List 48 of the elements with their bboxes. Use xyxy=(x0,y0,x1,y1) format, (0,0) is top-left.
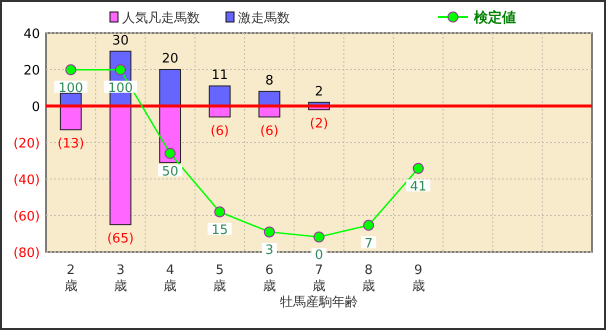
data-label: (2) xyxy=(310,116,328,132)
x-axis-title: 牡馬産駒年齢 xyxy=(280,294,358,310)
data-label: 41 xyxy=(410,179,427,194)
data-label: 3 xyxy=(265,242,274,258)
y-tick-label: 0 xyxy=(32,100,40,115)
x-tick-label: 5歳 xyxy=(213,263,226,294)
point xyxy=(65,64,76,76)
data-label: 15 xyxy=(211,222,228,238)
data-label: (6) xyxy=(210,124,229,139)
data-label: 100 xyxy=(58,80,84,96)
point xyxy=(164,148,176,159)
data-label: 2 xyxy=(314,84,324,100)
y-tick-label: (80) xyxy=(13,246,40,261)
legend-label: 人気凡走馬数 xyxy=(122,11,200,26)
data-label: 7 xyxy=(364,236,373,252)
bar xyxy=(60,106,82,130)
x-tick-label: 3歳 xyxy=(114,263,127,294)
legend-label: 激走馬数 xyxy=(238,11,290,26)
point xyxy=(264,226,275,238)
data-label: 11 xyxy=(211,68,228,83)
point xyxy=(412,162,424,174)
data-label: (13) xyxy=(57,136,84,152)
point xyxy=(363,220,374,231)
bar xyxy=(159,69,182,106)
data-label: (65) xyxy=(107,232,134,247)
data-label: 30 xyxy=(112,33,129,48)
y-tick-label: (40) xyxy=(13,173,40,188)
data-label: 20 xyxy=(162,52,178,66)
y-tick-label: (60) xyxy=(13,210,40,224)
point xyxy=(214,206,226,218)
data-label: 0 xyxy=(314,248,324,263)
legend-label: 検定値 xyxy=(473,9,516,26)
data-label: (6) xyxy=(260,124,279,139)
point xyxy=(114,64,126,76)
y-tick-label: (20) xyxy=(13,136,40,152)
x-tick-label: 4歳 xyxy=(164,263,177,294)
x-tick-label: 2歳 xyxy=(64,263,78,294)
y-tick-label: 20 xyxy=(23,64,40,78)
x-tick-label: 9歳 xyxy=(412,263,425,294)
data-label: 100 xyxy=(108,80,133,96)
x-tick-label: 7歳 xyxy=(312,263,326,294)
x-tick-label: 8歳 xyxy=(362,263,376,294)
bar xyxy=(110,106,132,226)
data-label: 8 xyxy=(265,73,274,88)
x-tick-label: 6歳 xyxy=(262,263,276,294)
data-label: 50 xyxy=(162,164,178,180)
point xyxy=(314,231,324,242)
y-tick-label: 40 xyxy=(23,27,40,42)
